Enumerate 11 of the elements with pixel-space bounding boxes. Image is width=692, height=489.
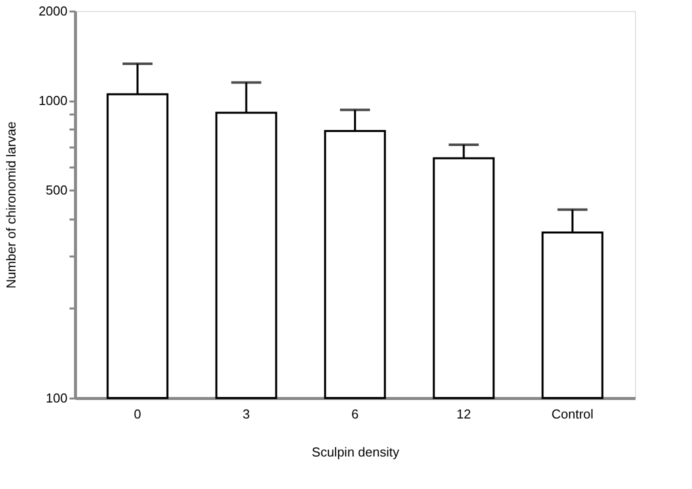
y-tick-label: 100 (46, 390, 68, 406)
x-tick-label: 0 (134, 406, 142, 422)
y-tick-label: 1000 (38, 93, 68, 108)
y-tick-label: 2000 (38, 4, 68, 18)
x-tick-label: 6 (351, 406, 359, 422)
y-axis-title: Number of chironomid larvae (4, 122, 19, 288)
y-tick-label: 500 (46, 182, 68, 198)
x-tick-label: Control (552, 406, 594, 422)
x-tick-label: 12 (456, 406, 471, 422)
x-axis-title: Sculpin density (312, 444, 400, 460)
x-tick-label: 3 (242, 406, 250, 422)
